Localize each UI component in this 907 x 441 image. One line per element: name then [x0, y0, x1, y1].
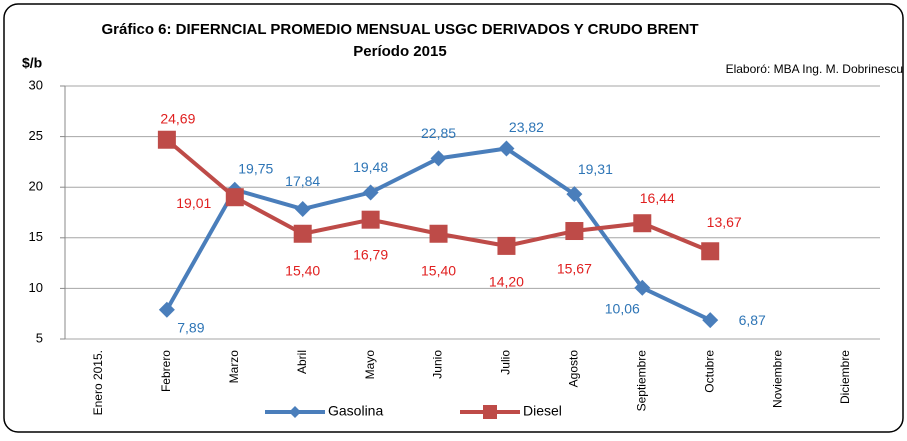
- data-label: 17,84: [285, 173, 320, 189]
- x-tick-label: Agosto: [567, 350, 581, 388]
- legend-marker: [483, 405, 497, 419]
- y-axis-label: $/b: [22, 55, 42, 71]
- x-tick-label: Septiembre: [634, 350, 648, 412]
- legend-label: Diesel: [523, 403, 562, 419]
- data-label: 15,40: [285, 262, 320, 278]
- marker: [430, 150, 447, 167]
- marker: [702, 312, 719, 329]
- data-label: 14,20: [489, 274, 524, 290]
- y-tick-label: 10: [29, 280, 43, 295]
- legend-label: Gasolina: [328, 403, 383, 419]
- data-label: 22,85: [421, 125, 456, 141]
- data-label: 6,87: [739, 312, 766, 328]
- marker: [157, 130, 176, 149]
- x-tick-label: Enero 2015.: [91, 350, 105, 415]
- data-label: 7,89: [177, 319, 204, 335]
- marker: [294, 201, 311, 218]
- data-label: 15,40: [421, 262, 456, 278]
- data-label: 16,79: [353, 246, 388, 262]
- data-label: 15,67: [557, 261, 592, 277]
- x-tick-label: Abril: [295, 350, 309, 374]
- marker: [497, 236, 516, 255]
- marker: [634, 279, 651, 296]
- x-tick-label: Julio: [499, 350, 513, 375]
- marker: [565, 222, 584, 241]
- y-tick-label: 15: [29, 229, 43, 244]
- marker: [158, 301, 175, 318]
- chart-border: [3, 3, 904, 433]
- data-label: 10,06: [605, 300, 640, 316]
- x-tick-label: Febrero: [159, 350, 173, 392]
- x-tick-label: Octubre: [702, 350, 716, 393]
- data-label: 19,01: [176, 195, 211, 211]
- marker: [701, 242, 720, 261]
- marker: [429, 224, 448, 243]
- x-tick-label: Diciembre: [838, 350, 852, 404]
- marker: [498, 140, 515, 157]
- data-label: 19,31: [578, 161, 613, 177]
- x-tick-label: Noviembre: [770, 350, 784, 408]
- marker: [293, 224, 312, 243]
- chart-subtitle: Período 2015: [353, 43, 446, 60]
- y-tick-label: 20: [29, 179, 43, 194]
- x-tick-label: Marzo: [227, 350, 241, 384]
- data-label: 16,44: [640, 190, 675, 206]
- x-tick-label: Mayo: [363, 350, 377, 380]
- data-label: 13,67: [707, 214, 742, 230]
- y-tick-label: 5: [36, 330, 43, 345]
- legend-marker: [289, 406, 301, 418]
- data-label: 19,75: [238, 160, 273, 176]
- annotation: Elaboró: MBA Ing. M. Dobrinescu: [726, 62, 903, 76]
- marker: [633, 214, 652, 233]
- data-label: 19,48: [353, 159, 388, 175]
- marker: [362, 184, 379, 201]
- y-tick-label: 30: [29, 77, 43, 92]
- marker: [225, 188, 244, 207]
- chart-title: Gráfico 6: DIFERNCIAL PROMEDIO MENSUAL U…: [101, 21, 698, 38]
- marker: [361, 210, 380, 229]
- y-tick-label: 25: [29, 128, 43, 143]
- x-tick-label: Junio: [431, 350, 445, 379]
- marker: [566, 186, 583, 203]
- data-label: 23,82: [509, 119, 544, 135]
- data-label: 24,69: [160, 110, 195, 126]
